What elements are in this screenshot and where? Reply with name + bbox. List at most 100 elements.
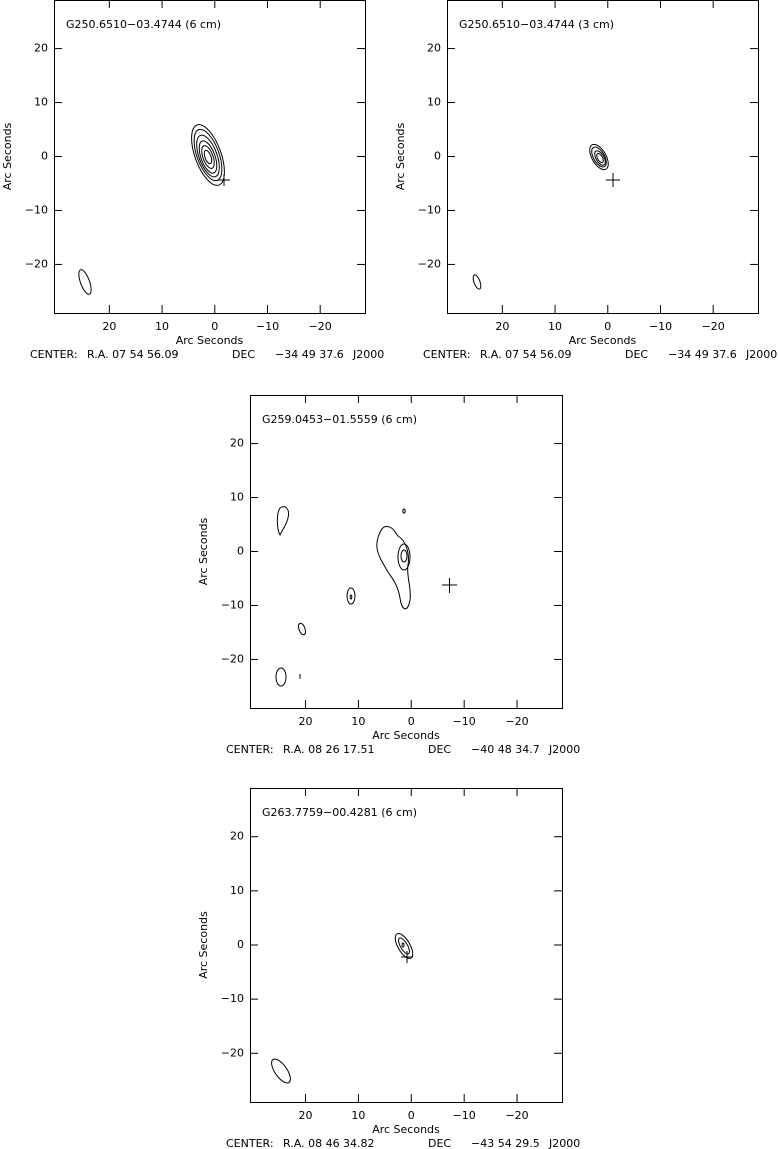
- x-tick-label: −20: [505, 715, 528, 728]
- contours: [78, 124, 230, 295]
- center-dec: −34 49 37.6: [668, 348, 737, 361]
- center-label: CENTER:: [423, 348, 471, 361]
- contour: [198, 140, 218, 174]
- contour: [193, 128, 223, 182]
- center-dec-label: DEC: [625, 348, 648, 361]
- contour: [397, 543, 411, 571]
- center-ra: R.A. 07 54 56.09: [480, 348, 572, 361]
- x-tick-label: 0: [211, 320, 218, 333]
- center-dec: −43 54 29.5: [471, 1137, 540, 1149]
- y-tick-label: −20: [221, 1046, 244, 1059]
- x-tick-label: 20: [299, 1109, 313, 1122]
- y-tick-label: 10: [230, 884, 244, 897]
- contours: [275, 506, 457, 687]
- y-tick-label: −10: [418, 203, 441, 216]
- x-tick-label: 20: [299, 715, 313, 728]
- beam: [78, 269, 92, 295]
- y-axis-label: Arc Seconds: [1, 122, 14, 190]
- x-tick-label: 20: [495, 320, 509, 333]
- center-ra: R.A. 08 46 34.82: [283, 1137, 375, 1149]
- y-tick-label: 10: [230, 491, 244, 504]
- center-epoch: J2000: [352, 348, 384, 361]
- y-tick-label: 10: [34, 96, 48, 109]
- center-label: CENTER:: [226, 743, 274, 756]
- x-axis-label: Arc Seconds: [372, 1123, 440, 1136]
- x-axis-label: Arc Seconds: [372, 729, 440, 742]
- contour: [298, 622, 306, 636]
- y-tick-label: −10: [221, 598, 244, 611]
- contour: [203, 149, 213, 165]
- contour: [191, 124, 225, 186]
- center-label: CENTER:: [30, 348, 78, 361]
- x-tick-label: 20: [102, 320, 116, 333]
- contour: [346, 587, 356, 605]
- center-label: CENTER:: [226, 1137, 274, 1149]
- beam: [271, 1058, 291, 1084]
- plot-frame: [447, 0, 759, 314]
- contour: [596, 152, 604, 164]
- contour: [594, 150, 606, 166]
- center-epoch: J2000: [745, 348, 777, 361]
- cross: [442, 578, 457, 593]
- y-tick-label: 0: [237, 545, 244, 558]
- contours: [472, 143, 620, 290]
- contour: [376, 525, 411, 610]
- y-tick-label: −20: [25, 257, 48, 270]
- contour: [401, 942, 405, 948]
- center-dec: −34 49 37.6: [275, 348, 344, 361]
- y-tick-label: 20: [427, 42, 441, 55]
- x-tick-label: −10: [453, 715, 476, 728]
- y-tick-label: 20: [230, 830, 244, 843]
- beam: [275, 667, 287, 687]
- y-tick-label: 20: [34, 42, 48, 55]
- y-tick-label: 0: [41, 150, 48, 163]
- y-tick-label: 20: [230, 437, 244, 450]
- x-axis-label: Arc Seconds: [569, 334, 637, 347]
- center-dec: −40 48 34.7: [471, 743, 540, 756]
- contour: [276, 506, 289, 537]
- panel-title: G250.6510−03.4744 (3 cm): [459, 18, 614, 31]
- x-tick-label: 10: [548, 320, 562, 333]
- y-axis-label: Arc Seconds: [197, 517, 210, 585]
- panel-title: G263.7759−00.4281 (6 cm): [262, 806, 417, 819]
- y-tick-label: −20: [418, 257, 441, 270]
- y-axis-label: Arc Seconds: [197, 911, 210, 979]
- x-axis-label: Arc Seconds: [176, 334, 244, 347]
- center-epoch: J2000: [548, 1137, 580, 1149]
- contour: [394, 933, 414, 959]
- y-tick-label: 0: [434, 150, 441, 163]
- x-tick-label: −20: [505, 1109, 528, 1122]
- contour: [589, 143, 609, 171]
- contour: [349, 594, 353, 600]
- beam: [472, 274, 482, 290]
- x-tick-label: 0: [408, 1109, 415, 1122]
- plot-frame: [54, 0, 366, 314]
- cross: [401, 951, 413, 963]
- x-tick-label: 0: [604, 320, 611, 333]
- center-epoch: J2000: [548, 743, 580, 756]
- center-dec-label: DEC: [428, 1137, 451, 1149]
- y-axis-label: Arc Seconds: [394, 122, 407, 190]
- x-tick-label: −20: [309, 320, 332, 333]
- center-dec-label: DEC: [428, 743, 451, 756]
- x-tick-label: −20: [702, 320, 725, 333]
- x-tick-label: 0: [408, 715, 415, 728]
- x-tick-label: −10: [453, 1109, 476, 1122]
- contour: [400, 549, 408, 563]
- contour: [398, 937, 410, 955]
- x-tick-label: −10: [649, 320, 672, 333]
- contours: [271, 933, 414, 1084]
- center-dec-label: DEC: [232, 348, 255, 361]
- x-tick-label: 10: [351, 1109, 365, 1122]
- y-tick-label: −10: [221, 992, 244, 1005]
- x-tick-label: 10: [351, 715, 365, 728]
- cross: [606, 173, 620, 187]
- center-ra: R.A. 08 26 17.51: [283, 743, 375, 756]
- y-tick-label: 10: [427, 96, 441, 109]
- contour: [201, 145, 215, 169]
- contour: [402, 508, 406, 514]
- contour: [196, 134, 220, 178]
- y-tick-label: −20: [221, 652, 244, 665]
- y-tick-label: 0: [237, 938, 244, 951]
